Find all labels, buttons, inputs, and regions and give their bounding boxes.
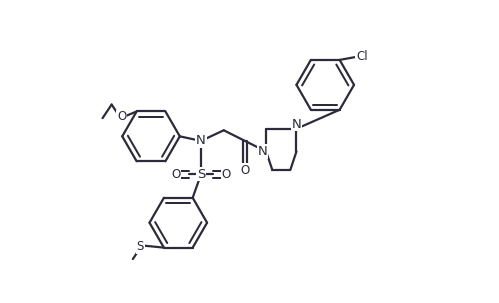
Text: O: O xyxy=(172,168,181,181)
Text: S: S xyxy=(197,168,205,181)
Text: N: N xyxy=(292,118,301,131)
Text: N: N xyxy=(196,135,206,147)
Text: Cl: Cl xyxy=(356,50,368,63)
Text: O: O xyxy=(221,168,231,181)
Text: O: O xyxy=(117,110,126,123)
Text: N: N xyxy=(257,145,267,158)
Text: O: O xyxy=(241,164,250,177)
Text: S: S xyxy=(137,241,144,253)
